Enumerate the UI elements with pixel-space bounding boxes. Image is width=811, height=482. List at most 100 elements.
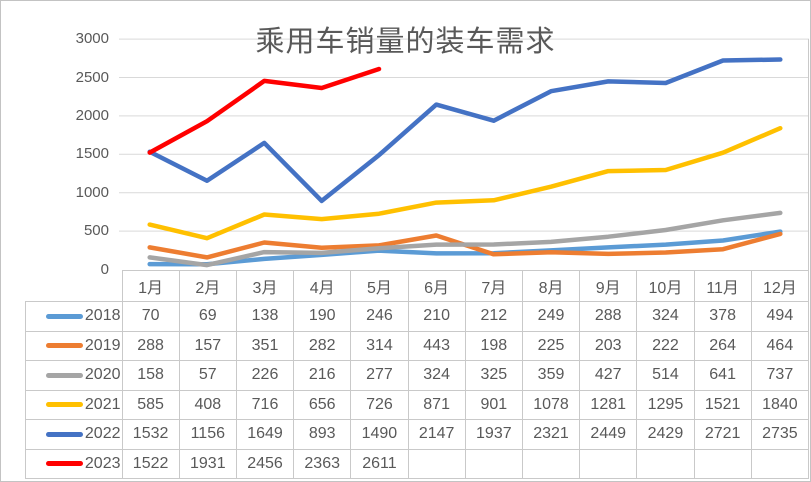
value-cell: 901	[464, 389, 523, 420]
value-cell: 427	[579, 360, 638, 391]
legend-cell: 2020	[25, 360, 123, 391]
month-header: 1月	[121, 270, 180, 302]
value-cell	[750, 448, 810, 479]
y-axis-label: 500	[83, 222, 109, 240]
value-cell: 249	[521, 301, 581, 332]
value-cell: 2735	[750, 419, 810, 450]
value-cell: 1840	[750, 389, 810, 420]
value-cell: 282	[293, 330, 352, 361]
value-cell: 726	[350, 389, 409, 420]
y-axis-label: 2500	[75, 68, 109, 86]
table-row-2021: 2021 585 408 716 656 726 871 901 1078 1281 1295 152…	[25, 389, 810, 420]
value-cell: 288	[579, 301, 638, 332]
chart-title: 乘用车销量的装车需求	[255, 26, 556, 58]
value-cell: 324	[407, 360, 466, 391]
value-cell: 314	[350, 330, 409, 361]
y-axis-label: 1500	[75, 145, 109, 163]
value-cell: 325	[464, 360, 523, 391]
legend-cell: 2022	[25, 419, 123, 450]
month-header: 4月	[293, 270, 352, 302]
month-header: 9月	[579, 270, 638, 302]
value-cell: 2611	[350, 448, 409, 479]
table-row-2018: 2018 70 69 138 190 246 210 212 249 288 324 378 494	[25, 301, 810, 332]
month-header: 11月	[693, 270, 752, 302]
data-table-body: 2018 70 69 138 190 246 210 212 249 288 324 378 494 20…	[25, 301, 810, 479]
value-cell: 203	[579, 330, 638, 361]
value-cell: 408	[178, 389, 237, 420]
value-cell: 222	[636, 330, 695, 361]
value-cell: 871	[407, 389, 466, 420]
value-cell: 288	[121, 330, 180, 361]
value-cell: 1281	[579, 389, 638, 420]
legend-line-icon	[45, 461, 83, 467]
data-table-header: 1月 2月 3月 4月 5月 6月 7月 8月 9月 10月 11月 12月	[25, 270, 810, 302]
value-cell: 443	[407, 330, 466, 361]
series-line-2021[interactable]	[147, 125, 783, 241]
legend-line-icon	[45, 313, 83, 319]
value-cell: 737	[750, 360, 810, 391]
value-cell: 190	[293, 301, 352, 332]
value-cell: 216	[293, 360, 352, 391]
value-cell: 264	[693, 330, 752, 361]
series-year-label: 2023	[84, 454, 121, 472]
value-cell: 57	[178, 360, 237, 391]
value-cell: 2449	[579, 419, 638, 450]
value-cell: 198	[464, 330, 523, 361]
value-cell: 246	[350, 301, 409, 332]
legend-line-icon	[45, 402, 83, 408]
value-cell: 585	[121, 389, 180, 420]
series-line-2023[interactable]	[147, 66, 382, 155]
table-header-row: 1月 2月 3月 4月 5月 6月 7月 8月 9月 10月 11月 12月	[25, 270, 810, 302]
value-cell	[693, 448, 752, 479]
month-header: 3月	[235, 270, 295, 302]
y-axis: 3000 2500 2000 1500 1000 500 0	[1, 1, 111, 301]
table-row-2019: 2019 288 157 351 282 314 443 198 225 203 222 264 464	[25, 330, 810, 361]
value-cell: 324	[636, 301, 695, 332]
value-cell: 378	[693, 301, 752, 332]
value-cell: 716	[235, 389, 295, 420]
value-cell: 641	[693, 360, 752, 391]
value-cell: 514	[636, 360, 695, 391]
series-year-label: 2020	[84, 366, 121, 384]
value-cell	[521, 448, 581, 479]
legend-cell: 2021	[25, 389, 123, 420]
table-corner-cell	[25, 270, 123, 302]
y-axis-label: 2000	[75, 106, 109, 124]
series-line-2022[interactable]	[147, 57, 783, 204]
table-row-2022: 2022 1532 1156 1649 893 1490 2147 1937 2321 2449 2…	[25, 419, 810, 450]
series-line-2018[interactable]	[147, 229, 783, 267]
value-cell: 1156	[178, 419, 237, 450]
value-cell: 1522	[121, 448, 180, 479]
y-axis-label: 0	[100, 260, 109, 278]
value-cell: 1078	[521, 389, 581, 420]
value-cell	[579, 448, 638, 479]
month-header: 2月	[178, 270, 237, 302]
value-cell: 69	[178, 301, 237, 332]
value-cell	[407, 448, 466, 479]
series-year-label: 2022	[84, 425, 121, 443]
value-cell: 464	[750, 330, 810, 361]
value-cell: 2321	[521, 419, 581, 450]
value-cell: 70	[121, 301, 180, 332]
table-row-2023: 2023 1522 1931 2456 2363 2611	[25, 448, 810, 479]
series-year-label: 2021	[84, 395, 121, 413]
table-row-2020: 2020 158 57 226 216 277 324 325 359 427 514 641 737	[25, 360, 810, 391]
series-line-2020[interactable]	[147, 210, 783, 268]
month-header: 8月	[521, 270, 581, 302]
series-year-label: 2019	[84, 336, 121, 354]
value-cell: 1532	[121, 419, 180, 450]
value-cell: 359	[521, 360, 581, 391]
value-cell: 2721	[693, 419, 752, 450]
legend-cell: 2019	[25, 330, 123, 361]
value-cell: 210	[407, 301, 466, 332]
value-cell: 1931	[178, 448, 237, 479]
y-axis-label: 3000	[75, 30, 109, 48]
month-header: 7月	[464, 270, 523, 302]
legend-line-icon	[45, 343, 83, 349]
value-cell: 225	[521, 330, 581, 361]
legend-cell: 2023	[25, 448, 123, 479]
y-axis-label: 1000	[75, 183, 109, 201]
value-cell: 2147	[407, 419, 466, 450]
